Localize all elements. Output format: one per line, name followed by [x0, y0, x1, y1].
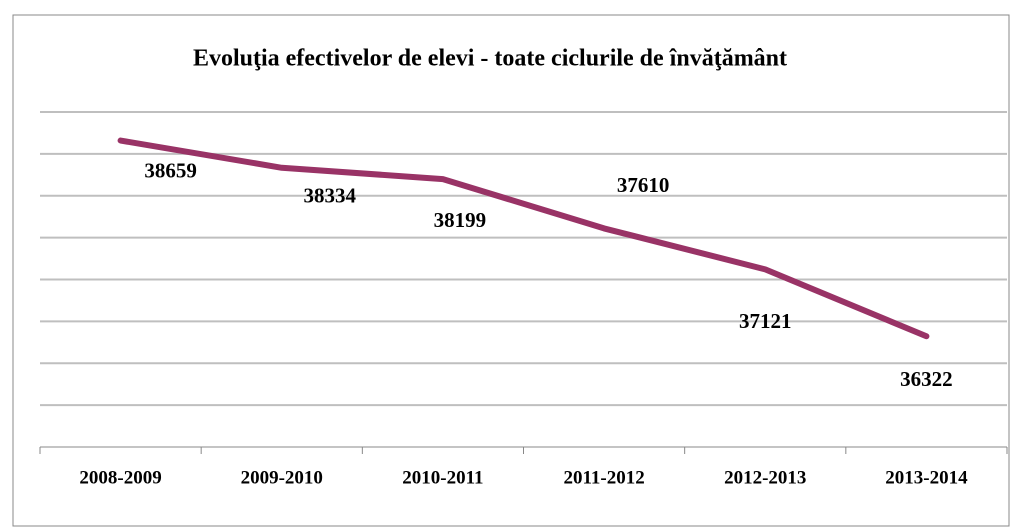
- data-label: 38334: [304, 184, 357, 208]
- line-series: [117, 137, 930, 340]
- x-tick-label: 2008-2009: [79, 467, 161, 488]
- chart-title: Evoluţia efectivelor de elevi - toate ci…: [193, 46, 787, 72]
- data-label: 36322: [900, 367, 953, 391]
- data-label: 37610: [617, 173, 670, 197]
- data-label: 37121: [739, 309, 792, 333]
- x-tick-label: 2013-2014: [885, 467, 968, 488]
- x-tick-label: 2012-2013: [724, 467, 806, 488]
- x-tick-label: 2010-2011: [402, 467, 483, 488]
- x-tick-label: 2011-2012: [563, 467, 644, 488]
- x-tick-label: 2009-2010: [241, 467, 323, 488]
- data-label: 38199: [434, 208, 487, 232]
- chart-frame: [12, 14, 1010, 527]
- data-label: 38659: [144, 158, 197, 182]
